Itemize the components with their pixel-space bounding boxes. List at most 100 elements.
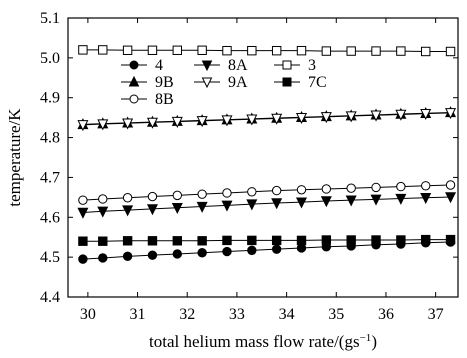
series-7C xyxy=(78,234,456,246)
marker-open-square xyxy=(247,45,257,56)
marker-filled-square xyxy=(282,77,292,87)
marker-open-triangle-down xyxy=(320,112,332,124)
marker-open-triangle-down xyxy=(420,108,432,120)
marker-filled-triangle-down xyxy=(395,193,407,205)
marker-filled-square xyxy=(346,235,356,245)
marker-open-square xyxy=(445,46,456,57)
marker-open-circle xyxy=(271,185,282,196)
marker-filled-triangle-down xyxy=(146,204,158,216)
marker-filled-triangle-down xyxy=(171,203,183,215)
marker-open-square xyxy=(78,45,88,55)
legend-label: 4 xyxy=(155,57,163,74)
marker-open-circle xyxy=(78,195,88,205)
marker-filled-triangle-down xyxy=(295,197,308,209)
marker-filled-circle xyxy=(98,253,108,263)
x-axis-label-superscript: −1 xyxy=(360,332,372,344)
marker-open-circle xyxy=(122,193,133,203)
marker-open-square xyxy=(282,60,292,70)
marker-open-square xyxy=(122,45,133,55)
marker-open-square xyxy=(222,45,232,56)
marker-open-circle xyxy=(98,194,108,204)
marker-open-circle xyxy=(346,183,356,193)
marker-filled-triangle-down xyxy=(196,201,208,213)
marker-open-square xyxy=(321,46,332,56)
marker-open-square xyxy=(421,46,431,57)
marker-open-square xyxy=(98,45,108,55)
legend-label: 7C xyxy=(308,74,327,91)
marker-filled-triangle-down xyxy=(345,195,357,207)
y-tick-label: 5.1 xyxy=(40,10,60,27)
marker-filled-square xyxy=(78,236,88,246)
series-8A xyxy=(77,192,457,219)
marker-filled-triangle-down xyxy=(420,193,432,205)
marker-open-triangle-down xyxy=(395,109,407,121)
legend-label: 3 xyxy=(308,57,316,74)
legend-item-8A: 8A xyxy=(194,57,248,74)
marker-filled-circle xyxy=(122,251,133,262)
x-tick-label: 32 xyxy=(179,306,195,323)
marker-open-circle xyxy=(396,181,406,192)
x-axis-label: total helium mass flow rate/(gs−1) xyxy=(149,332,377,351)
marker-filled-triangle-down xyxy=(320,196,332,208)
x-tick-label: 36 xyxy=(378,306,394,323)
marker-open-circle xyxy=(129,94,139,104)
marker-open-triangle-down xyxy=(246,114,258,126)
marker-open-square xyxy=(396,46,406,56)
marker-open-triangle-down xyxy=(370,110,382,122)
marker-filled-square xyxy=(371,235,381,245)
marker-filled-circle xyxy=(247,245,257,256)
series-3 xyxy=(78,45,456,57)
x-tick-label: 33 xyxy=(229,306,245,323)
marker-open-circle xyxy=(147,191,158,202)
marker-open-triangle-down xyxy=(201,77,213,89)
marker-filled-triangle-down xyxy=(122,205,134,217)
marker-filled-square xyxy=(396,235,406,245)
marker-open-square xyxy=(197,45,207,55)
marker-filled-circle xyxy=(222,246,232,257)
y-tick-label: 4.9 xyxy=(40,90,60,107)
marker-open-triangle-down xyxy=(445,108,457,120)
legend-item-4: 4 xyxy=(121,57,163,74)
marker-filled-square xyxy=(271,235,282,246)
marker-filled-square xyxy=(172,236,182,246)
series-line xyxy=(82,239,451,242)
marker-open-square xyxy=(172,45,182,55)
marker-open-triangle-down xyxy=(196,116,208,128)
marker-open-triangle-down xyxy=(77,120,89,132)
x-tick-label: 34 xyxy=(279,306,295,323)
marker-open-square xyxy=(147,45,158,55)
marker-open-triangle-down xyxy=(295,112,308,124)
marker-open-triangle-down xyxy=(122,118,134,130)
legend-label: 9B xyxy=(155,74,174,91)
marker-open-triangle-down xyxy=(271,113,283,125)
x-tick-label: 37 xyxy=(428,306,444,323)
marker-open-circle xyxy=(445,180,456,190)
marker-filled-square xyxy=(445,234,456,245)
marker-filled-circle xyxy=(129,60,139,70)
marker-filled-square xyxy=(222,235,232,246)
marker-open-circle xyxy=(222,188,232,198)
marker-filled-triangle-down xyxy=(201,60,213,72)
series-line xyxy=(82,184,451,201)
marker-filled-square xyxy=(321,235,332,245)
marker-filled-square xyxy=(247,235,257,246)
marker-filled-triangle-up xyxy=(128,75,140,87)
marker-open-square xyxy=(296,45,307,56)
marker-filled-circle xyxy=(78,254,88,264)
y-tick-label: 4.5 xyxy=(40,249,60,266)
marker-filled-triangle-down xyxy=(246,199,258,211)
marker-open-circle xyxy=(247,187,257,197)
marker-open-circle xyxy=(371,182,381,193)
legend-item-3: 3 xyxy=(274,57,316,74)
marker-filled-square xyxy=(147,236,158,246)
x-tick-label: 30 xyxy=(80,306,96,323)
x-axis-label-close: ) xyxy=(371,332,377,351)
marker-open-triangle-down xyxy=(171,116,183,128)
marker-filled-square xyxy=(122,236,133,246)
marker-open-circle xyxy=(296,185,307,195)
marker-open-circle xyxy=(197,189,207,199)
marker-filled-triangle-down xyxy=(271,198,283,210)
marker-open-square xyxy=(346,46,356,56)
